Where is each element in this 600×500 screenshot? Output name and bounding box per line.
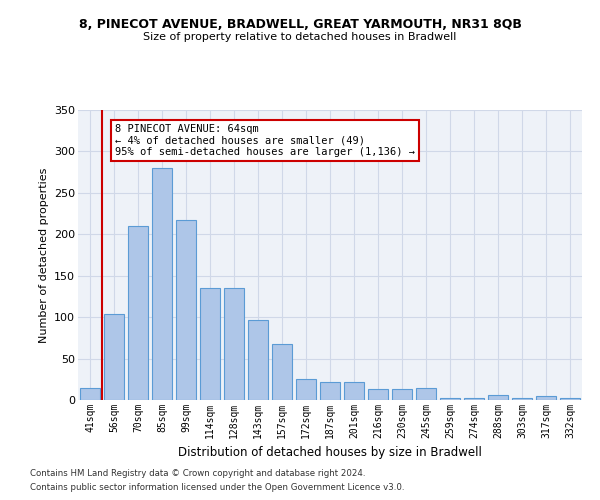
Text: 8 PINECOT AVENUE: 64sqm
← 4% of detached houses are smaller (49)
95% of semi-det: 8 PINECOT AVENUE: 64sqm ← 4% of detached… <box>115 124 415 158</box>
Bar <box>200 288 220 400</box>
Bar <box>320 382 340 400</box>
Text: Contains HM Land Registry data © Crown copyright and database right 2024.: Contains HM Land Registry data © Crown c… <box>30 468 365 477</box>
Bar <box>152 168 172 400</box>
Bar <box>104 314 124 400</box>
Bar <box>224 288 244 400</box>
Bar <box>128 226 148 400</box>
Bar <box>536 396 556 400</box>
Bar <box>488 395 508 400</box>
Bar <box>296 380 316 400</box>
Bar <box>176 220 196 400</box>
Bar <box>248 320 268 400</box>
Bar <box>368 389 388 400</box>
Bar <box>512 398 532 400</box>
Bar <box>80 388 100 400</box>
Bar <box>560 398 580 400</box>
Bar <box>392 389 412 400</box>
Bar <box>464 398 484 400</box>
Text: 8, PINECOT AVENUE, BRADWELL, GREAT YARMOUTH, NR31 8QB: 8, PINECOT AVENUE, BRADWELL, GREAT YARMO… <box>79 18 521 30</box>
Bar <box>416 388 436 400</box>
Bar <box>344 382 364 400</box>
Y-axis label: Number of detached properties: Number of detached properties <box>38 168 49 342</box>
Bar <box>440 398 460 400</box>
X-axis label: Distribution of detached houses by size in Bradwell: Distribution of detached houses by size … <box>178 446 482 460</box>
Text: Size of property relative to detached houses in Bradwell: Size of property relative to detached ho… <box>143 32 457 42</box>
Bar <box>272 344 292 400</box>
Text: Contains public sector information licensed under the Open Government Licence v3: Contains public sector information licen… <box>30 484 404 492</box>
